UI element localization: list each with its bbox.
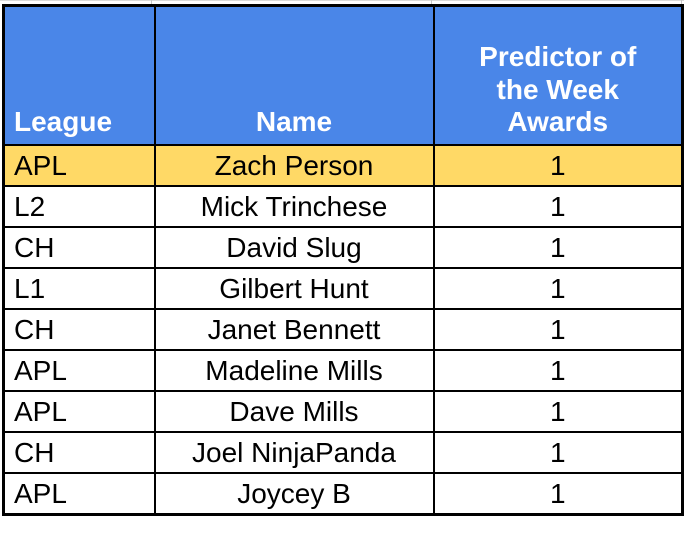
header-predictor-awards[interactable]: Predictor of the Week Awards — [432, 4, 684, 146]
cell-league[interactable]: APL — [2, 349, 156, 392]
cell-awards[interactable]: 1 — [432, 349, 684, 392]
cell-awards[interactable]: 1 — [432, 267, 684, 310]
cell-awards[interactable]: 1 — [432, 431, 684, 474]
cell-awards[interactable]: 1 — [432, 185, 684, 228]
cell-name[interactable]: Dave Mills — [153, 390, 435, 433]
cell-league[interactable]: L1 — [2, 267, 156, 310]
cell-name[interactable]: Joycey B — [153, 472, 435, 516]
table-row: APL Joycey B 1 — [2, 472, 684, 516]
cell-name[interactable]: Joel NinjaPanda — [153, 431, 435, 474]
cell-name[interactable]: Janet Bennett — [153, 308, 435, 351]
cell-awards[interactable]: 1 — [432, 390, 684, 433]
header-row: League Name Predictor of the Week Awards — [2, 4, 684, 146]
cell-league[interactable]: APL — [2, 144, 156, 187]
table-row: APL Madeline Mills 1 — [2, 349, 684, 392]
cell-name[interactable]: Gilbert Hunt — [153, 267, 435, 310]
header-name[interactable]: Name — [153, 4, 435, 146]
awards-table-header: League Name Predictor of the Week Awards — [2, 4, 684, 146]
header-league[interactable]: League — [2, 4, 156, 146]
cell-awards[interactable]: 1 — [432, 226, 684, 269]
cell-awards[interactable]: 1 — [432, 144, 684, 187]
cell-awards[interactable]: 1 — [432, 308, 684, 351]
table-row: APL Zach Person 1 — [2, 144, 684, 187]
top-gridline-strip — [0, 0, 684, 4]
cell-awards[interactable]: 1 — [432, 472, 684, 516]
cell-league[interactable]: CH — [2, 431, 156, 474]
table-row: CH Janet Bennett 1 — [2, 308, 684, 351]
cell-league[interactable]: L2 — [2, 185, 156, 228]
table-row: CH Joel NinjaPanda 1 — [2, 431, 684, 474]
gridline-stub — [431, 0, 432, 4]
cell-name[interactable]: David Slug — [153, 226, 435, 269]
awards-table: League Name Predictor of the Week Awards… — [2, 4, 684, 516]
cell-league[interactable]: APL — [2, 390, 156, 433]
cell-name[interactable]: Madeline Mills — [153, 349, 435, 392]
table-row: CH David Slug 1 — [2, 226, 684, 269]
cell-league[interactable]: APL — [2, 472, 156, 516]
cell-name[interactable]: Mick Trinchese — [153, 185, 435, 228]
gridline-stub — [151, 0, 152, 4]
cell-league[interactable]: CH — [2, 308, 156, 351]
cell-league[interactable]: CH — [2, 226, 156, 269]
gridline-stub — [681, 0, 682, 4]
table-row: APL Dave Mills 1 — [2, 390, 684, 433]
gridline-horizontal — [0, 0, 684, 1]
awards-table-body: APL Zach Person 1 L2 Mick Trinchese 1 CH… — [2, 144, 684, 516]
cell-name[interactable]: Zach Person — [153, 144, 435, 187]
table-row: L2 Mick Trinchese 1 — [2, 185, 684, 228]
table-row: L1 Gilbert Hunt 1 — [2, 267, 684, 310]
